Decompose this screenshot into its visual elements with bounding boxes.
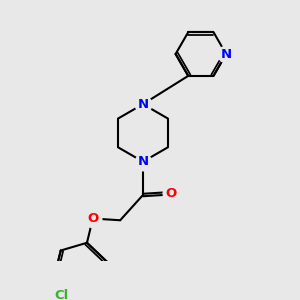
Text: N: N (137, 98, 148, 111)
Text: O: O (165, 187, 177, 200)
Text: Cl: Cl (55, 290, 69, 300)
Text: N: N (220, 47, 232, 61)
Text: N: N (137, 155, 148, 168)
Text: O: O (87, 212, 98, 225)
